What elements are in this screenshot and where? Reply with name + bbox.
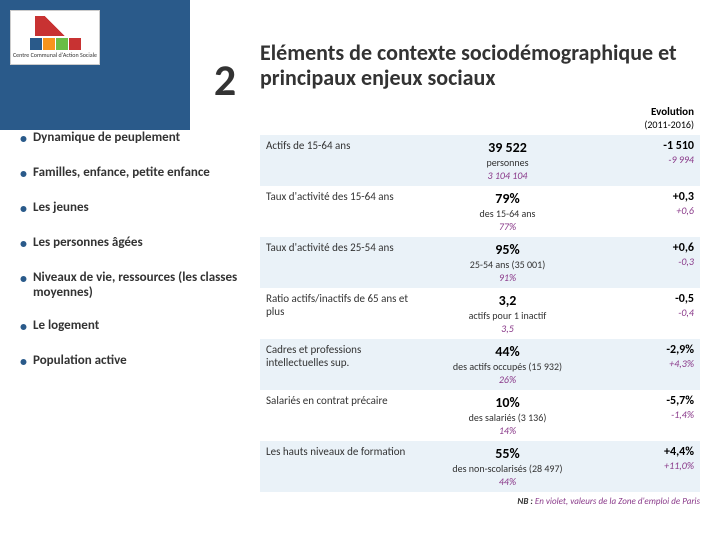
row-evolution: +0,6-0,3	[590, 237, 700, 288]
row-evolution: -1 510-9 994	[590, 135, 700, 186]
table-row: Ratio actifs/inactifs de 65 ans et plus3…	[260, 288, 700, 339]
nav-item: Familles, enfance, petite enfance	[20, 165, 240, 182]
row-value: 44%des actifs occupés (15 932)26%	[425, 339, 590, 390]
table-row: Taux d'activité des 15-64 ans79%des 15-6…	[260, 186, 700, 237]
row-value: 95%25-54 ans (35 001)91%	[425, 237, 590, 288]
table-row: Taux d'activité des 25-54 ans95%25-54 an…	[260, 237, 700, 288]
table-row: Cadres et professions intellectuelles su…	[260, 339, 700, 390]
nav-item: Le logement	[20, 318, 240, 335]
logo: Centre Communal d'Action Sociale	[10, 10, 100, 65]
row-evolution: +0,3+0,6	[590, 186, 700, 237]
nav-item: Les personnes âgées	[20, 235, 240, 252]
footnote-text: En violet, valeurs de la Zone d'emploi d…	[535, 496, 700, 507]
row-evolution: -5,7%-1,4%	[590, 390, 700, 441]
row-evolution: -2,9%+4,3%	[590, 339, 700, 390]
logo-mark-grid	[30, 38, 81, 50]
main-content: Eléments de contexte sociodémographique …	[250, 0, 720, 540]
col-header-evolution: Evolution (2011-2016)	[590, 101, 700, 135]
row-label: Actifs de 15-64 ans	[260, 135, 425, 186]
row-value: 10%des salariés (3 136)14%	[425, 390, 590, 441]
row-value: 55%des non-scolarisés (28 497)44%	[425, 441, 590, 492]
header-evo-title: Evolution	[651, 105, 694, 118]
section-number: 2	[190, 45, 260, 115]
row-label: Cadres et professions intellectuelles su…	[260, 339, 425, 390]
row-label: Les hauts niveaux de formation	[260, 441, 425, 492]
row-evolution: +4,4%+11,0%	[590, 441, 700, 492]
row-label: Taux d'activité des 15-64 ans	[260, 186, 425, 237]
nav-item: Les jeunes	[20, 200, 240, 217]
row-value: 79%des 15-64 ans77%	[425, 186, 590, 237]
nav-item: Dynamique de peuplement	[20, 130, 240, 147]
row-value: 39 522personnes3 104 104	[425, 135, 590, 186]
header-evo-sub: (2011-2016)	[644, 118, 694, 131]
row-label: Salariés en contrat précaire	[260, 390, 425, 441]
page-title: Eléments de contexte sociodémographique …	[260, 40, 700, 91]
sidebar: Centre Communal d'Action Sociale 2 Dynam…	[0, 0, 250, 540]
row-value: 3,2actifs pour 1 inactif3,5	[425, 288, 590, 339]
row-label: Ratio actifs/inactifs de 65 ans et plus	[260, 288, 425, 339]
row-label: Taux d'activité des 25-54 ans	[260, 237, 425, 288]
table-row: Salariés en contrat précaire10%des salar…	[260, 390, 700, 441]
nav-list: Dynamique de peuplement Familles, enfanc…	[20, 130, 240, 388]
nav-item: Niveaux de vie, ressources (les classes …	[20, 270, 240, 300]
logo-caption: Centre Communal d'Action Sociale	[13, 51, 97, 59]
footnote: NB : En violet, valeurs de la Zone d'emp…	[260, 496, 700, 507]
logo-mark-top	[35, 16, 75, 36]
indicators-table: Evolution (2011-2016) Actifs de 15-64 an…	[260, 101, 700, 492]
footnote-prefix: NB :	[517, 496, 532, 507]
table-row: Actifs de 15-64 ans39 522personnes3 104 …	[260, 135, 700, 186]
row-evolution: -0,5-0,4	[590, 288, 700, 339]
nav-item: Population active	[20, 353, 240, 370]
table-row: Les hauts niveaux de formation55%des non…	[260, 441, 700, 492]
